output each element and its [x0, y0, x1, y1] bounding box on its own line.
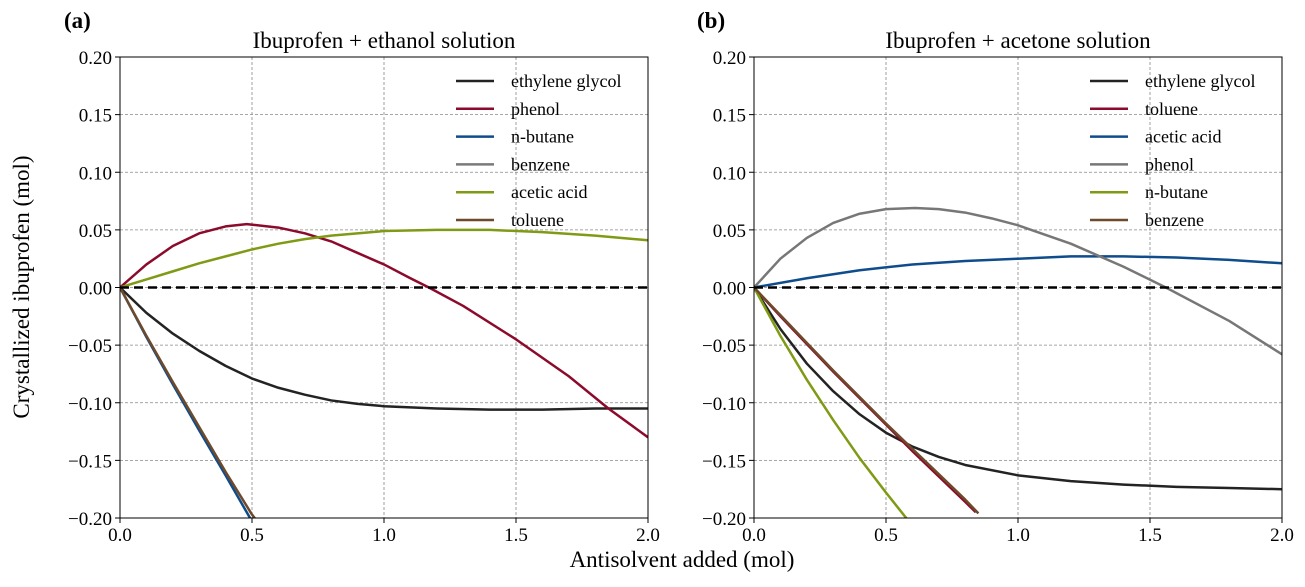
panel-title: Ibuprofen + acetone solution [885, 28, 1151, 53]
series-lines [754, 206, 1282, 518]
y-axis-label: Crystallized ibuprofen (mol) [9, 155, 34, 418]
x-tick-label: 1.5 [1138, 525, 1162, 546]
chart-panel-a: 0.0 0.5 1.0 1.5 2.0 0.20 0.15 0.10 0.05 0.00 −0.05… [64, 8, 660, 546]
legend: ethylene glycol phenol n-butane benzene acet… [456, 71, 621, 230]
panel-label: (b) [697, 8, 725, 33]
panel-label: (a) [64, 8, 91, 33]
x-tick-label: 0.0 [108, 525, 132, 546]
legend-label: ethylene glycol [1145, 71, 1255, 91]
x-axis-label: Antisolvent added (mol) [570, 547, 795, 572]
y-tick-label: −0.15 [68, 451, 112, 472]
y-tick-label: 0.15 [79, 106, 112, 127]
chart-panel-b: 0.0 0.5 1.0 1.5 2.0 0.20 0.15 0.10 0.05 0.00 −0.05… [697, 8, 1294, 546]
x-tick-label: 0.5 [874, 525, 898, 546]
series-line-toluene [120, 286, 257, 518]
y-tick-label: 0.00 [713, 279, 746, 300]
series-line-ethylene-glycol [754, 286, 1282, 491]
y-tick-label: −0.20 [702, 509, 746, 530]
legend-label: n-butane [511, 127, 574, 147]
y-tick-label: 0.05 [713, 221, 746, 242]
x-tick-label: 1.5 [504, 525, 528, 546]
y-tick-label: −0.20 [68, 509, 112, 530]
x-tick-label: 0.5 [240, 525, 264, 546]
y-tick-label: 0.10 [79, 163, 112, 184]
y-tick-label: 0.20 [79, 48, 112, 69]
series-line-acetic-acid [754, 255, 1282, 289]
x-tick-label: 1.0 [372, 525, 396, 546]
x-tick-label: 2.0 [1270, 525, 1294, 546]
x-tick-label: 0.0 [742, 525, 766, 546]
series-line-n-butane [754, 286, 908, 518]
series-line-acetic-acid [120, 228, 648, 289]
y-tick-label: 0.05 [79, 221, 112, 242]
y-tick-label: −0.05 [702, 336, 746, 357]
legend: ethylene glycol toluene acetic acid phenol n… [1090, 71, 1255, 230]
series-line-ethylene-glycol [120, 286, 648, 411]
legend-label: ethylene glycol [511, 71, 621, 91]
x-tick-label: 2.0 [636, 525, 660, 546]
legend-label: acetic acid [511, 182, 587, 202]
legend-label: phenol [1145, 154, 1194, 174]
series-line-benzene [754, 286, 980, 515]
y-tick-label: −0.05 [68, 336, 112, 357]
legend-label: n-butane [1145, 182, 1208, 202]
series-line-phenol [754, 206, 1282, 356]
legend-label: phenol [511, 99, 560, 119]
y-tick-label: 0.20 [713, 48, 746, 69]
legend-label: benzene [511, 154, 570, 174]
legend-label: toluene [511, 210, 564, 230]
y-tick-label: −0.10 [68, 394, 112, 415]
series-line-phenol [120, 222, 648, 439]
y-tick-label: 0.00 [79, 279, 112, 300]
legend-label: benzene [1145, 210, 1204, 230]
y-tick-label: −0.10 [702, 394, 746, 415]
y-tick-label: −0.15 [702, 451, 746, 472]
panel-title: Ibuprofen + ethanol solution [253, 28, 516, 53]
legend-label: acetic acid [1145, 127, 1221, 147]
y-tick-label: 0.15 [713, 106, 746, 127]
series-lines [120, 222, 648, 518]
legend-label: toluene [1145, 99, 1198, 119]
x-tick-label: 1.0 [1006, 525, 1030, 546]
y-tick-label: 0.10 [713, 163, 746, 184]
